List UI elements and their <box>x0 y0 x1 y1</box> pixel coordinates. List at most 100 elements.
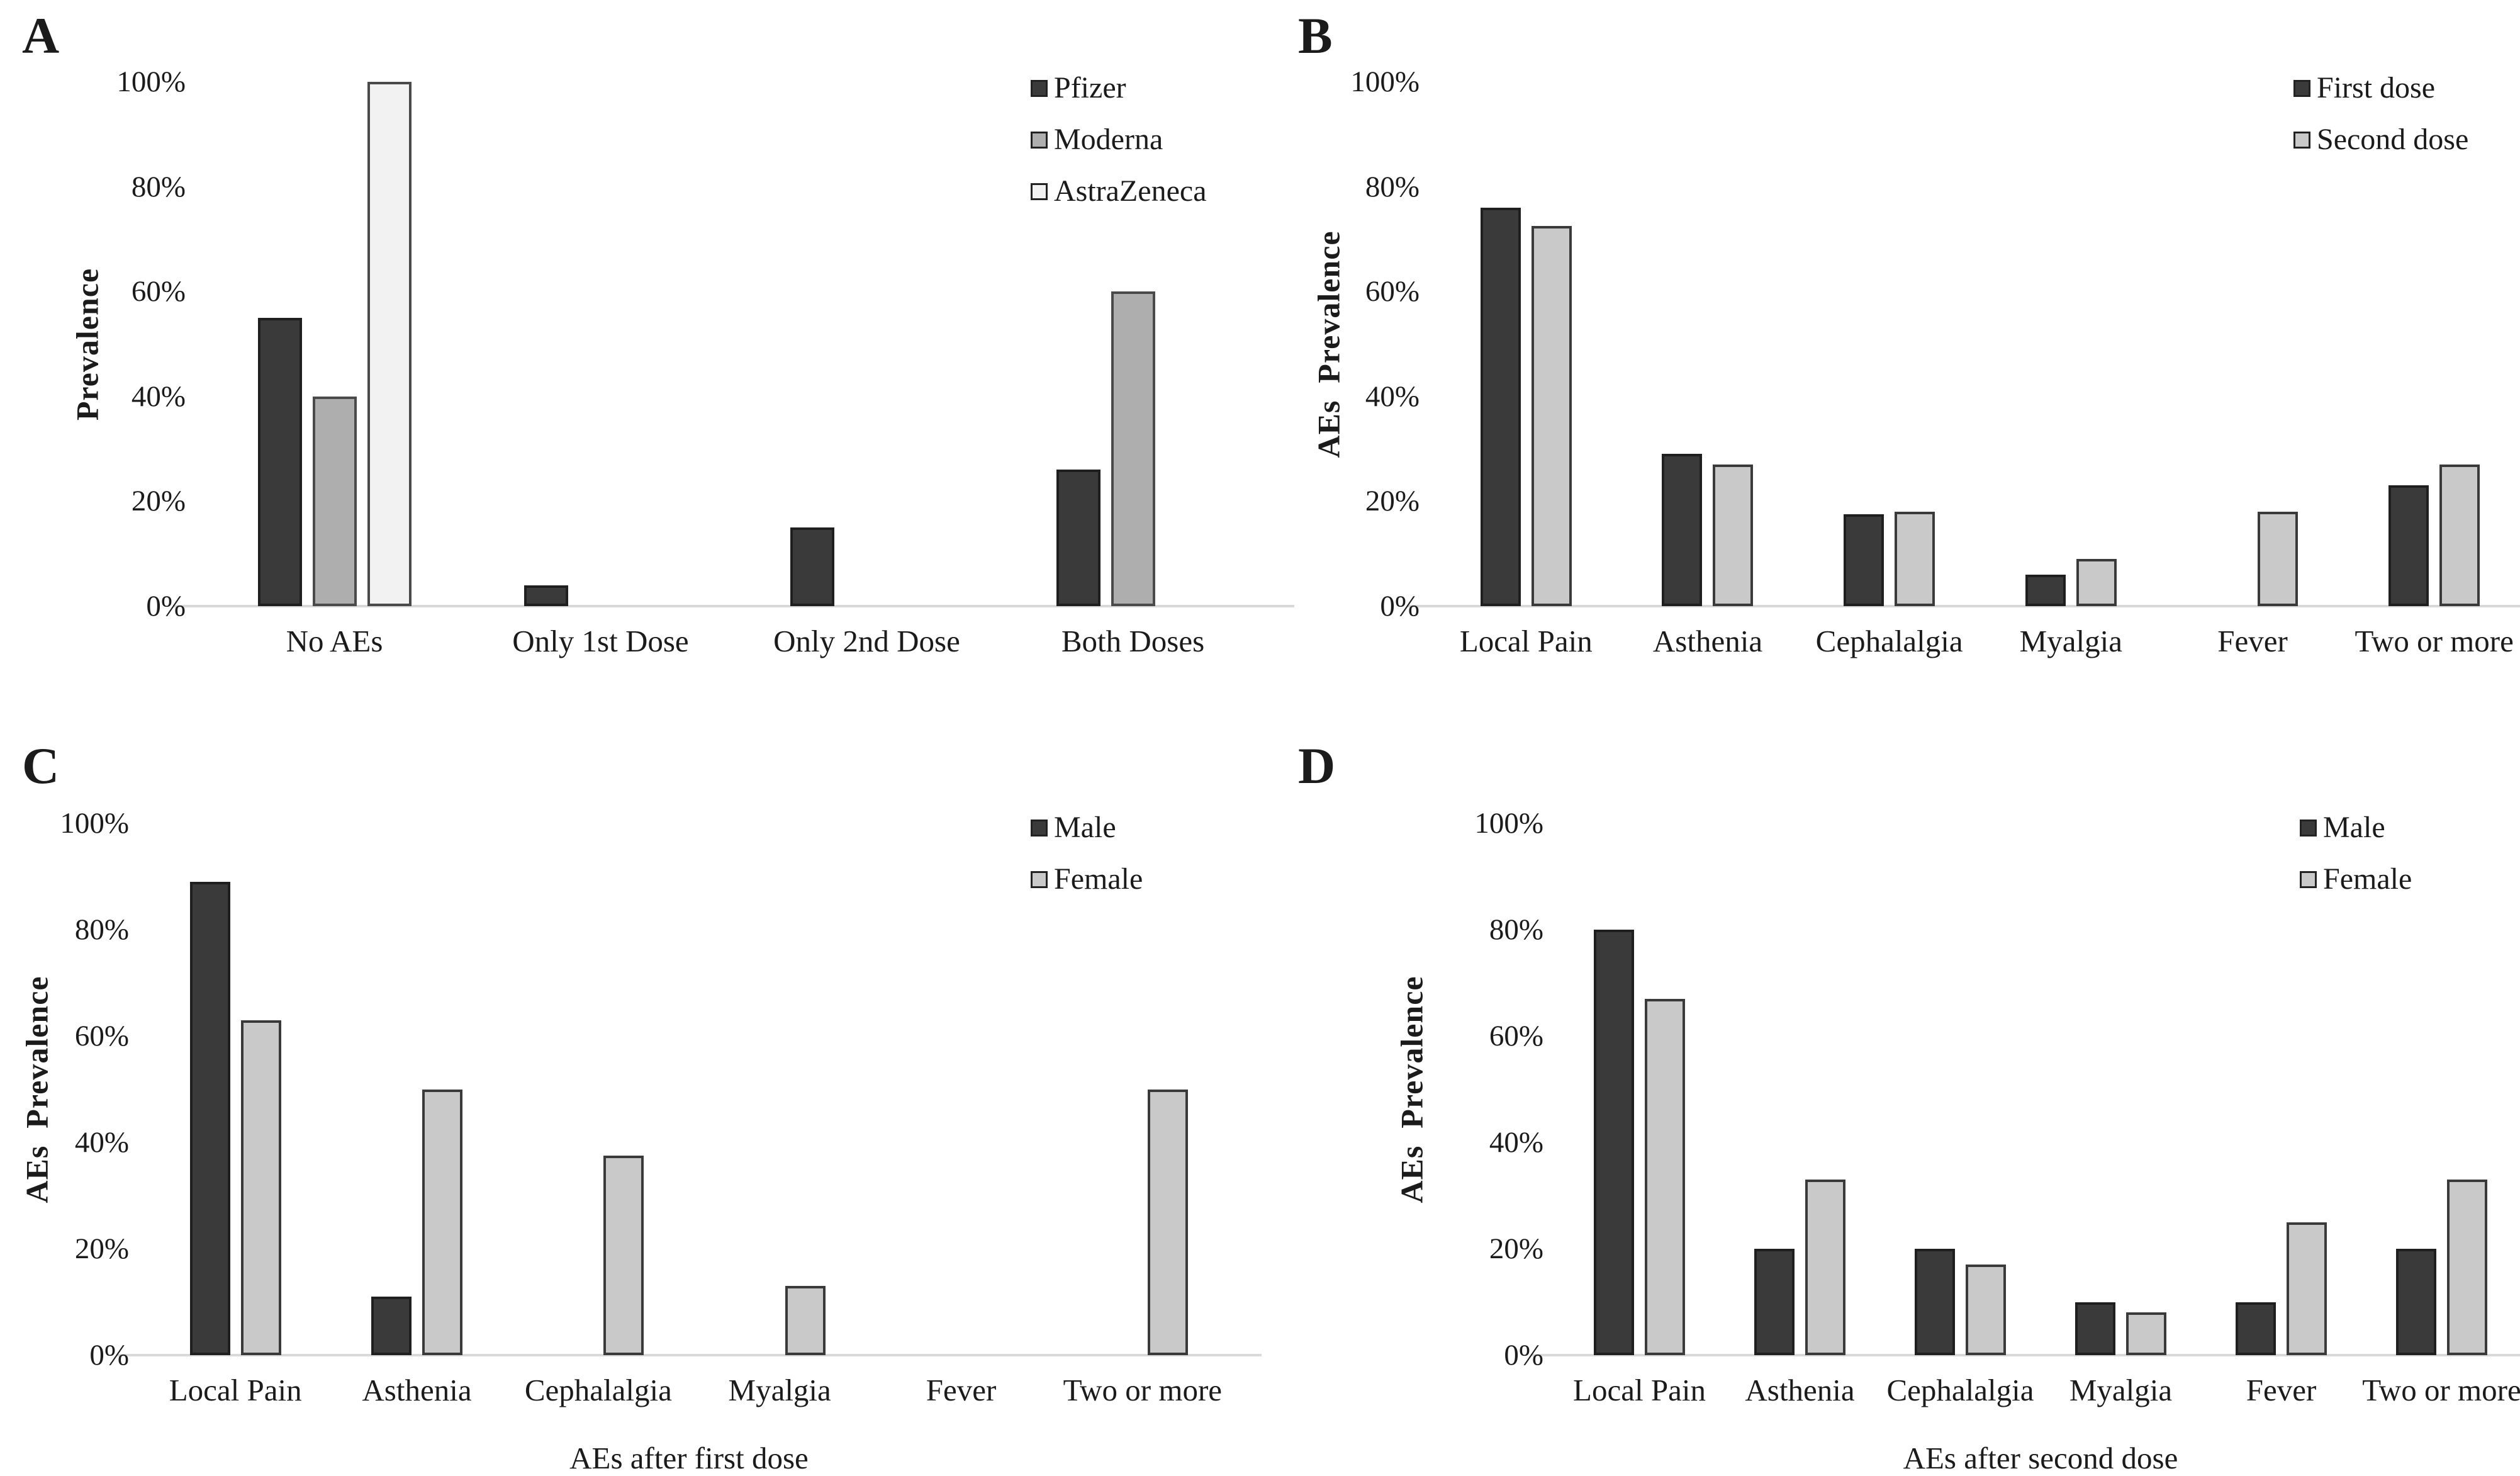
x-category-label-no-aes: No AEs <box>196 624 473 659</box>
legend-item-pfizer: Pfizer <box>1031 70 1207 106</box>
bar-group-myalgia <box>2041 823 2201 1355</box>
bar-male-asthenia <box>371 1297 412 1355</box>
bar-group-myalgia <box>689 823 870 1355</box>
legend-swatch-icon <box>2300 871 2317 888</box>
bar-group-local-pain <box>1435 82 1617 606</box>
y-axis-title: AEs Prevalence <box>1306 82 1350 606</box>
y-tick-label: 40% <box>1267 379 1420 414</box>
legend-label: Second dose <box>2317 122 2468 157</box>
bar-second-dose-asthenia <box>1713 465 1753 606</box>
legend-label: Male <box>1054 810 1116 845</box>
legend-item-female: Female <box>1031 862 1143 897</box>
bar-pfizer-only-1st-dose <box>524 585 568 606</box>
legend-swatch-icon <box>2293 132 2310 149</box>
bar-female-local-pain <box>241 1020 281 1355</box>
bar-female-asthenia <box>422 1090 462 1356</box>
bar-group-only-2nd-dose <box>734 82 1000 606</box>
panel-letter: C <box>22 736 59 796</box>
plot-area <box>145 823 1233 1355</box>
bar-group-cephalalgia <box>1798 82 1980 606</box>
y-tick-label: 40% <box>6 379 186 414</box>
bar-group-two-or-more <box>2361 823 2520 1355</box>
panel-b: B AEs Prevalence First dose Second dose 0… <box>1260 0 2520 730</box>
bar-first-dose-myalgia <box>2025 575 2066 606</box>
y-tick-label: 100% <box>1267 806 1543 841</box>
bar-second-dose-cephalalgia <box>1895 512 1935 606</box>
legend-item-moderna: Moderna <box>1031 122 1207 157</box>
bar-female-two-or-more <box>1148 1090 1188 1356</box>
y-tick-label: 80% <box>6 912 129 947</box>
bar-group-asthenia <box>1617 82 1799 606</box>
panel-letter: B <box>1298 6 1333 65</box>
x-category-label-both-doses: Both Doses <box>995 624 1272 659</box>
bar-male-local-pain <box>1594 930 1634 1355</box>
bar-group-fever <box>2201 823 2361 1355</box>
bar-group-asthenia <box>1720 823 1880 1355</box>
panel-letter: D <box>1298 736 1335 796</box>
legend-label: AstraZeneca <box>1054 174 1207 209</box>
bar-male-local-pain <box>190 882 230 1355</box>
y-axis-title: AEs Prevalence <box>1389 823 1433 1355</box>
legend-label: Female <box>1054 862 1143 897</box>
y-tick-label: 0% <box>1267 589 1420 624</box>
plot-area <box>1559 823 2520 1355</box>
x-category-label-only-1st-dose: Only 1st Dose <box>462 624 739 659</box>
bar-group-two-or-more <box>1052 823 1233 1355</box>
bar-astrazeneca-no-aes <box>367 82 412 606</box>
legend-item-second-dose: Second dose <box>2293 122 2468 157</box>
bar-group-local-pain <box>1559 823 1720 1355</box>
legend-item-astrazeneca: AstraZeneca <box>1031 174 1207 209</box>
y-tick-label: 0% <box>6 1338 129 1373</box>
bar-group-asthenia <box>326 823 507 1355</box>
y-tick-label: 100% <box>1267 64 1420 99</box>
bar-group-local-pain <box>145 823 326 1355</box>
legend-swatch-icon <box>1031 183 1048 200</box>
legend-swatch-icon <box>1031 820 1048 837</box>
x-axis-title: AEs after second dose <box>1559 1440 2520 1476</box>
bar-group-two-or-more <box>2343 82 2520 606</box>
y-tick-label: 100% <box>6 806 129 841</box>
y-tick-label: 0% <box>6 589 186 624</box>
y-tick-label: 60% <box>6 1018 129 1054</box>
bar-second-dose-myalgia <box>2076 559 2117 606</box>
x-axis-title: AEs after first dose <box>145 1440 1233 1476</box>
y-tick-label: 20% <box>1267 483 1420 519</box>
legend-item-male: Male <box>1031 810 1143 845</box>
bar-second-dose-local-pain <box>1532 226 1572 606</box>
legend-swatch-icon <box>2300 820 2317 837</box>
y-tick-label: 60% <box>1267 1018 1543 1054</box>
bar-male-cephalalgia <box>1915 1249 1955 1355</box>
bar-female-two-or-more <box>2447 1180 2487 1355</box>
y-tick-label: 20% <box>6 483 186 519</box>
bar-pfizer-only-2nd-dose <box>790 527 834 606</box>
bar-group-myalgia <box>1980 82 2162 606</box>
y-tick-label: 60% <box>1267 274 1420 309</box>
legend-swatch-icon <box>2293 80 2310 97</box>
panel-letter: A <box>22 6 59 65</box>
y-tick-label: 100% <box>6 64 186 99</box>
x-category-label-only-2nd-dose: Only 2nd Dose <box>729 624 1005 659</box>
bar-moderna-both-doses <box>1111 291 1155 606</box>
legend-label: Female <box>2323 862 2412 897</box>
y-tick-label: 40% <box>6 1125 129 1160</box>
legend: Male Female <box>1031 810 1143 897</box>
legend-label: Male <box>2323 810 2385 845</box>
bar-first-dose-two-or-more <box>2388 485 2429 606</box>
panel-a: A Prevalence Pfizer Moderna AstraZeneca 0%… <box>0 0 1260 730</box>
legend-swatch-icon <box>1031 80 1048 97</box>
x-category-label-two-or-more: Two or more <box>2304 1373 2520 1408</box>
bar-group-cephalalgia <box>1880 823 2041 1355</box>
y-axis-title: Prevalence <box>65 82 109 606</box>
legend-item-female: Female <box>2300 862 2412 897</box>
bar-male-two-or-more <box>2396 1249 2436 1355</box>
legend-label: First dose <box>2317 70 2435 106</box>
x-category-label-two-or-more: Two or more <box>1004 1373 1281 1408</box>
bar-group-cephalalgia <box>508 823 689 1355</box>
y-tick-label: 40% <box>1267 1125 1543 1160</box>
x-category-label-two-or-more: Two or more <box>2296 624 2520 659</box>
bar-female-asthenia <box>1805 1180 1845 1355</box>
legend: First dose Second dose <box>2293 70 2468 157</box>
y-tick-label: 80% <box>1267 912 1543 947</box>
